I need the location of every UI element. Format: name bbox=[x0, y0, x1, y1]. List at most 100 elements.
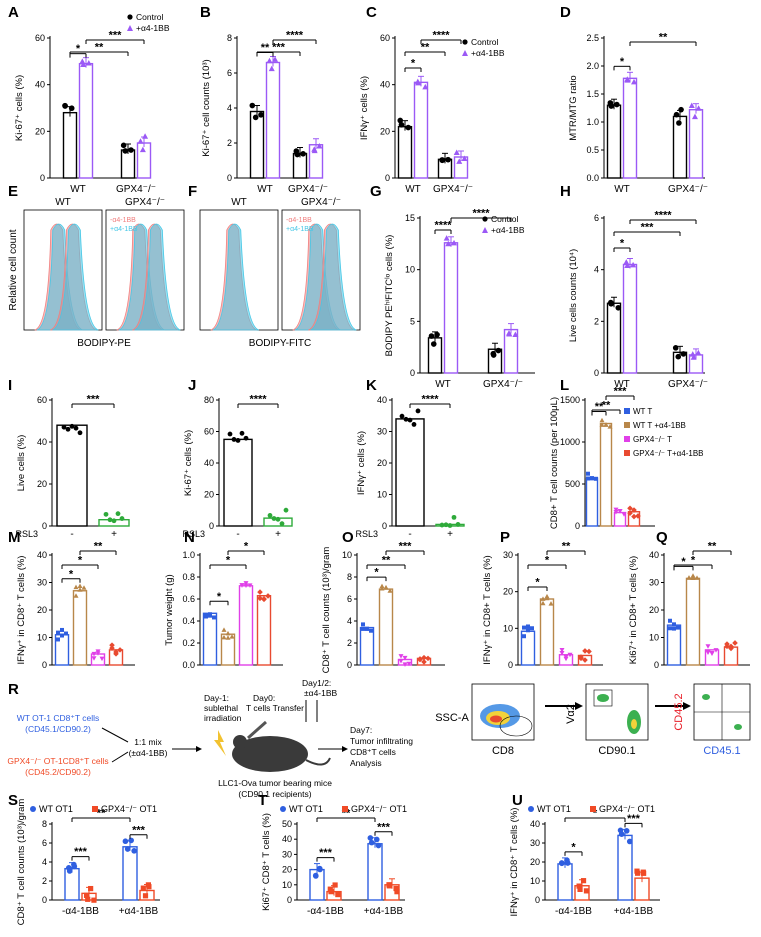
y-axis-label: Ki-67⁺ cells (%) bbox=[14, 75, 25, 141]
bar bbox=[62, 111, 78, 179]
sig-label: ** bbox=[708, 541, 717, 553]
legend-label: GPX4⁻/⁻ T bbox=[633, 435, 672, 444]
legend-label: WT T bbox=[633, 407, 652, 416]
y-tick-label: 0.0 bbox=[586, 173, 599, 183]
data-point bbox=[580, 878, 587, 884]
data-point bbox=[607, 100, 614, 106]
data-point bbox=[142, 133, 149, 139]
data-point bbox=[402, 655, 408, 661]
y-axis-label: IFNγ⁺ in CD8⁺ T cells (%) bbox=[16, 556, 27, 665]
bar bbox=[256, 595, 272, 666]
data-point bbox=[713, 648, 719, 653]
data-point bbox=[60, 627, 64, 632]
data-point bbox=[590, 476, 594, 481]
bar bbox=[223, 438, 253, 527]
schematic-sublethal: sublethal bbox=[204, 703, 238, 713]
data-point bbox=[229, 634, 235, 639]
data-point bbox=[461, 155, 468, 162]
y-tick-label: 40 bbox=[37, 550, 47, 560]
y-tick-label: 0 bbox=[227, 173, 232, 183]
group-label: WT bbox=[257, 184, 273, 195]
data-point bbox=[453, 149, 460, 156]
data-point bbox=[257, 595, 263, 602]
flow1-xlabel: CD8 bbox=[492, 745, 514, 757]
legend-marker bbox=[624, 450, 630, 456]
schematic-recipients: (CD90.1 recipients) bbox=[238, 789, 311, 799]
y-axis-label: CD8⁺ T cell counts (10³)/gram bbox=[16, 799, 27, 926]
syringe-icon bbox=[247, 720, 267, 740]
data-point bbox=[208, 613, 212, 618]
legend-marker bbox=[92, 806, 98, 812]
data-point bbox=[247, 583, 253, 588]
bar bbox=[122, 846, 138, 901]
histogram-title: WT bbox=[231, 197, 247, 208]
data-point bbox=[690, 573, 696, 578]
data-point bbox=[252, 114, 259, 121]
histogram-peak bbox=[310, 223, 357, 331]
data-point bbox=[231, 437, 237, 442]
data-point bbox=[694, 575, 700, 580]
x-axis-label: RSL3 bbox=[182, 529, 205, 539]
x-axis-label: RSL3 bbox=[355, 529, 378, 539]
group-label: WT bbox=[70, 184, 86, 195]
chart-s: 0 2 4 6 8 CD8⁺ T cell counts (10³)/gram -α4-1B… bbox=[16, 799, 160, 926]
panel-letter-m: M bbox=[8, 529, 21, 546]
legend-label: Control bbox=[491, 214, 519, 224]
data-point bbox=[88, 885, 94, 892]
data-point bbox=[386, 883, 392, 889]
histogram-ylabel: Relative cell count bbox=[8, 229, 19, 310]
data-point bbox=[728, 643, 734, 650]
sig-label: * bbox=[620, 238, 625, 250]
data-point bbox=[221, 627, 227, 632]
bar bbox=[367, 843, 383, 901]
y-tick-label: 2 bbox=[42, 876, 47, 886]
y-tick-label: 0 bbox=[382, 521, 387, 531]
y-tick-label: 1000 bbox=[560, 437, 580, 447]
flow1-ylabel: SSC-A bbox=[435, 712, 469, 724]
data-point bbox=[375, 842, 382, 849]
data-point bbox=[77, 430, 83, 436]
histogram-peak bbox=[212, 223, 259, 331]
sig-label: *** bbox=[377, 821, 391, 833]
chart-d: 0.0 0.5 1.0 1.5 2.0 2.5 MTR/MTG ratio WT GPX4⁻/⁻… bbox=[568, 32, 708, 196]
y-axis-label: Tumor weight (g) bbox=[164, 574, 175, 645]
histogram-peak bbox=[134, 223, 181, 331]
legend-label: GPX4⁻/⁻ OT1 bbox=[599, 804, 655, 814]
y-axis-label: IFNγ⁺ in CD8+ T cells (%) bbox=[482, 555, 493, 664]
y-axis-label: IFNγ⁺ in CD8⁺ T cells (%) bbox=[509, 808, 520, 917]
y-tick-label: 20 bbox=[37, 605, 47, 615]
chart-k: 0 10 20 30 40 IFNγ⁺ cells (%) - + RSL3 **** bbox=[355, 394, 465, 540]
y-tick-label: 1.5 bbox=[586, 89, 599, 99]
data-point bbox=[65, 426, 71, 432]
y-axis-label: Ki-67⁺ cell counts (10³) bbox=[201, 59, 212, 156]
y-tick-label: 20 bbox=[204, 490, 214, 500]
panel-letter-h: H bbox=[560, 183, 571, 200]
data-point bbox=[111, 518, 117, 524]
y-tick-label: 60 bbox=[37, 395, 47, 405]
data-point bbox=[607, 424, 613, 429]
data-point bbox=[64, 631, 68, 636]
data-point bbox=[311, 147, 318, 154]
mouse-icon bbox=[232, 736, 308, 772]
y-axis-label: CD8+ T cell counts (per 100μL) bbox=[549, 397, 560, 529]
y-tick-label: 1.0 bbox=[182, 550, 195, 560]
data-point bbox=[91, 651, 97, 657]
sig-label: *** bbox=[132, 824, 146, 836]
arrow-head-flow1 bbox=[575, 702, 583, 710]
y-tick-label: 2 bbox=[594, 316, 599, 326]
data-point bbox=[373, 836, 380, 843]
bar bbox=[585, 477, 599, 527]
data-point bbox=[73, 584, 79, 590]
legend-label: WT T +α4-1BB bbox=[633, 421, 686, 430]
data-point bbox=[635, 513, 641, 519]
panel-letter-b: B bbox=[200, 4, 211, 21]
sig-label: *** bbox=[272, 42, 286, 54]
bar bbox=[622, 77, 638, 179]
data-point bbox=[540, 596, 546, 601]
data-point bbox=[559, 860, 565, 867]
group-label: -α4-1BB bbox=[555, 906, 592, 917]
y-tick-label: 2 bbox=[227, 138, 232, 148]
y-tick-label: 20 bbox=[35, 126, 45, 136]
data-point bbox=[407, 417, 413, 423]
